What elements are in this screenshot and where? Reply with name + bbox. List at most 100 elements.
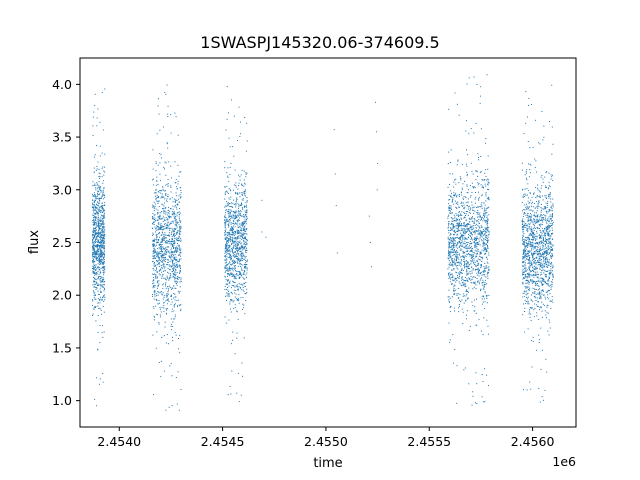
data-point — [92, 246, 94, 248]
data-point — [153, 244, 155, 246]
data-point — [243, 269, 245, 271]
data-point — [160, 268, 162, 270]
data-point — [173, 257, 175, 259]
data-point — [521, 221, 523, 223]
data-point — [472, 276, 474, 278]
data-point — [228, 267, 230, 269]
data-point — [471, 233, 473, 235]
data-point — [451, 237, 453, 239]
data-point — [483, 270, 485, 272]
data-point — [535, 212, 537, 214]
data-point — [462, 225, 464, 227]
data-point — [242, 238, 244, 240]
data-point — [534, 247, 536, 249]
data-point — [460, 279, 462, 281]
data-point — [469, 251, 471, 253]
data-point — [241, 234, 243, 236]
data-point — [238, 248, 240, 250]
data-point — [152, 223, 154, 225]
data-point — [488, 231, 490, 233]
data-point — [540, 242, 542, 244]
data-point — [96, 245, 98, 247]
data-point — [540, 236, 542, 238]
data-point — [464, 224, 466, 226]
data-point — [159, 302, 161, 304]
data-point — [152, 253, 154, 255]
data-point — [549, 195, 551, 197]
data-point — [165, 256, 167, 258]
data-point — [233, 245, 235, 247]
data-point — [165, 308, 167, 310]
data-point — [541, 174, 543, 176]
data-point — [160, 290, 162, 292]
data-point — [450, 252, 452, 254]
data-point — [94, 194, 96, 196]
data-point — [467, 214, 469, 216]
data-point — [163, 296, 165, 298]
data-point — [535, 274, 537, 276]
data-point — [551, 257, 553, 259]
data-point — [159, 306, 161, 308]
data-point — [240, 250, 242, 252]
data-point — [166, 219, 168, 221]
data-point — [93, 224, 95, 226]
data-point — [97, 244, 99, 246]
data-point — [461, 211, 463, 213]
data-point — [547, 249, 549, 251]
data-point — [235, 206, 237, 208]
data-point — [94, 206, 96, 208]
data-point — [101, 255, 103, 257]
data-point — [228, 239, 230, 241]
data-point — [153, 282, 155, 284]
data-point — [485, 193, 487, 195]
data-point — [94, 213, 96, 215]
data-point — [482, 334, 484, 336]
data-point — [164, 277, 166, 279]
data-point — [98, 245, 100, 247]
data-point — [166, 142, 168, 144]
data-point — [95, 217, 97, 219]
data-point — [165, 294, 167, 296]
data-point — [177, 290, 179, 292]
data-point — [464, 240, 466, 242]
data-point — [152, 251, 154, 253]
data-point — [98, 227, 100, 229]
data-point — [98, 221, 100, 223]
data-point — [238, 219, 240, 221]
data-point — [177, 230, 179, 232]
data-point — [94, 219, 96, 221]
data-point — [241, 267, 243, 269]
data-point — [468, 266, 470, 268]
data-point — [158, 206, 160, 208]
data-point — [452, 243, 454, 245]
data-point — [158, 362, 160, 364]
data-point — [92, 244, 94, 246]
data-point — [240, 274, 242, 276]
data-point — [94, 216, 96, 218]
data-point — [241, 236, 243, 238]
data-point — [244, 232, 246, 234]
data-point — [466, 274, 468, 276]
data-point — [168, 216, 170, 218]
data-point — [102, 287, 104, 289]
data-point — [548, 225, 550, 227]
data-point — [225, 270, 227, 272]
data-point — [229, 254, 231, 256]
data-point — [450, 190, 452, 192]
data-point — [226, 191, 228, 193]
data-point — [484, 215, 486, 217]
data-point — [466, 231, 468, 233]
data-point — [547, 285, 549, 287]
data-point — [160, 308, 162, 310]
data-point — [103, 295, 105, 297]
data-point — [99, 224, 101, 226]
data-point — [449, 212, 451, 214]
data-point — [467, 290, 469, 292]
data-point — [543, 305, 545, 307]
data-point — [488, 214, 490, 216]
data-point — [458, 258, 460, 260]
data-point — [487, 245, 489, 247]
data-point — [244, 230, 246, 232]
data-point — [465, 263, 467, 265]
data-point — [176, 199, 178, 201]
